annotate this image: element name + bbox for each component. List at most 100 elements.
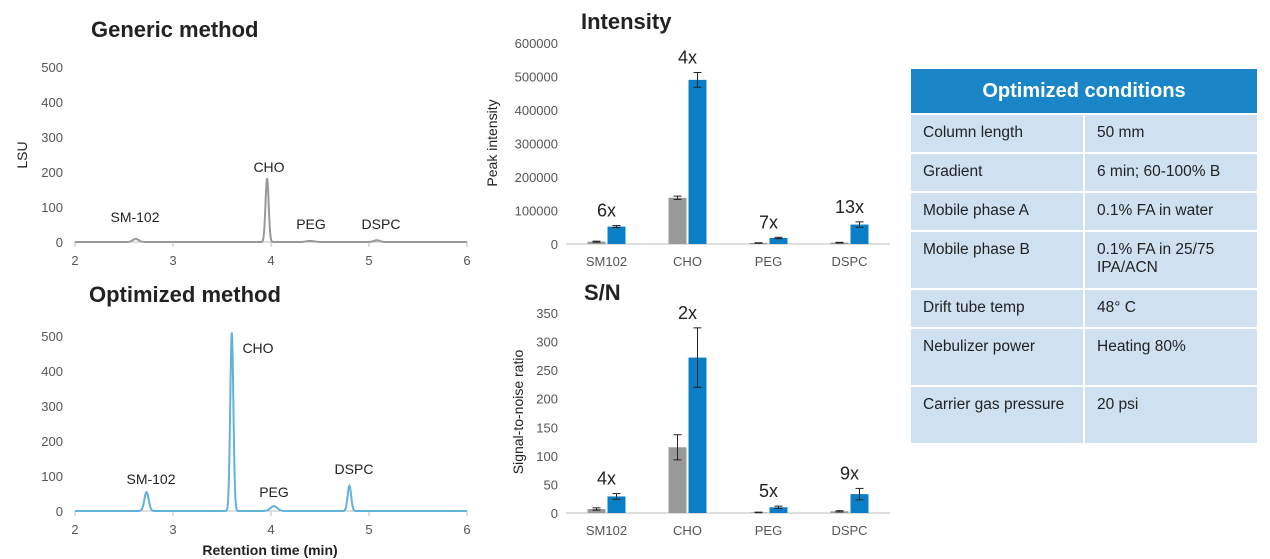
x-tick-label: SM102 bbox=[586, 254, 627, 269]
condition-value: 50 mm bbox=[1084, 114, 1257, 154]
peak-label: PEG bbox=[296, 216, 326, 232]
x-tick-label: 5 bbox=[365, 253, 372, 268]
condition-name: Carrier gas pressure bbox=[911, 386, 1085, 445]
y-tick-label: 500 bbox=[41, 329, 63, 344]
x-tick-label: 6 bbox=[463, 253, 470, 268]
y-tick-label: 350 bbox=[536, 306, 558, 321]
fold-change-label: 9x bbox=[840, 463, 859, 483]
peak-label: CHO bbox=[242, 340, 273, 356]
y-tick-label: 150 bbox=[536, 420, 558, 435]
fold-change-label: 5x bbox=[759, 481, 778, 501]
y-tick-label: 0 bbox=[551, 506, 558, 521]
bar bbox=[688, 357, 707, 513]
x-tick-label: 5 bbox=[365, 522, 372, 537]
condition-value: 0.1% FA in 25/75 IPA/ACN bbox=[1084, 231, 1257, 290]
bar bbox=[668, 447, 687, 513]
bar bbox=[607, 226, 626, 244]
condition-value: 20 psi bbox=[1084, 386, 1257, 445]
peak-label: SM-102 bbox=[126, 471, 175, 487]
condition-name: Gradient bbox=[911, 153, 1085, 193]
y-tick-label: 300000 bbox=[515, 137, 558, 152]
y-axis-label: Signal-to-noise ratio bbox=[510, 350, 526, 475]
y-tick-label: 400000 bbox=[515, 103, 558, 118]
x-tick-label: 4 bbox=[267, 522, 274, 537]
x-tick-label: PEG bbox=[755, 254, 782, 269]
condition-name: Mobile phase A bbox=[911, 192, 1085, 232]
bar bbox=[607, 496, 626, 513]
bar bbox=[668, 197, 687, 244]
chart-intensity: Intensity Peak intensity 0 100000 200000 30… bbox=[484, 9, 890, 269]
bar bbox=[769, 237, 788, 244]
table-header-row: Optimized conditions bbox=[911, 69, 1257, 115]
table-row: Column length 50 mm bbox=[911, 114, 1257, 154]
bar bbox=[850, 494, 869, 513]
y-tick-label: 500000 bbox=[515, 70, 558, 85]
table-row: Mobile phase A 0.1% FA in water bbox=[911, 192, 1257, 232]
y-axis-label: LSU bbox=[14, 141, 30, 168]
condition-value: 6 min; 60-100% B bbox=[1084, 153, 1257, 193]
y-tick-label: 400 bbox=[41, 95, 63, 110]
x-tick-label: 3 bbox=[169, 253, 176, 268]
chromatogram-trace bbox=[75, 178, 467, 243]
y-tick-label: 200000 bbox=[515, 170, 558, 185]
x-tick-label: 3 bbox=[169, 522, 176, 537]
y-tick-label: 100 bbox=[41, 200, 63, 215]
fold-change-label: 4x bbox=[678, 47, 697, 67]
condition-name: Drift tube temp bbox=[911, 289, 1085, 329]
y-tick-label: 250 bbox=[536, 363, 558, 378]
condition-name: Mobile phase B bbox=[911, 231, 1085, 290]
x-tick-label: CHO bbox=[673, 254, 702, 269]
chromatogram-trace bbox=[75, 332, 467, 512]
bar bbox=[850, 224, 869, 244]
y-tick-label: 100000 bbox=[515, 204, 558, 219]
bar bbox=[587, 509, 606, 513]
peak-label: DSPC bbox=[362, 216, 401, 232]
x-tick-label: 4 bbox=[267, 253, 274, 268]
y-tick-label: 300 bbox=[41, 399, 63, 414]
y-tick-label: 50 bbox=[544, 477, 558, 492]
fold-change-label: 6x bbox=[597, 201, 616, 221]
y-tick-label: 200 bbox=[536, 392, 558, 407]
x-tick-label: 2 bbox=[71, 253, 78, 268]
fold-change-label: 4x bbox=[597, 469, 616, 489]
table-title: Optimized conditions bbox=[911, 69, 1257, 115]
table-row: Carrier gas pressure 20 psi bbox=[911, 386, 1257, 445]
fold-change-label: 2x bbox=[678, 303, 697, 323]
x-tick-label: CHO bbox=[673, 523, 702, 538]
x-axis-label: Retention time (min) bbox=[202, 542, 337, 558]
y-tick-label: 400 bbox=[41, 364, 63, 379]
bar bbox=[587, 241, 606, 244]
peak-label: PEG bbox=[259, 484, 289, 500]
table-row: Gradient 6 min; 60-100% B bbox=[911, 153, 1257, 193]
x-tick-label: 2 bbox=[71, 522, 78, 537]
peak-label: SM-102 bbox=[110, 209, 159, 225]
y-tick-label: 0 bbox=[56, 504, 63, 519]
y-tick-label: 0 bbox=[56, 235, 63, 250]
y-axis-label: Peak intensity bbox=[484, 99, 500, 186]
table-row: Drift tube temp 48° C bbox=[911, 289, 1257, 329]
condition-value: 48° C bbox=[1084, 289, 1257, 329]
chart-generic: Generic method LSU 0 100 200 300 400 500 2 3 4 5… bbox=[14, 17, 471, 268]
chart-sn: S/N Signal-to-noise ratio 0 50 100 150 200 25… bbox=[510, 280, 890, 538]
x-tick-label: PEG bbox=[755, 523, 782, 538]
peak-label: DSPC bbox=[335, 461, 374, 477]
fold-change-label: 7x bbox=[759, 212, 778, 232]
condition-value: Heating 80% bbox=[1084, 328, 1257, 387]
peak-label: CHO bbox=[253, 159, 284, 175]
y-tick-label: 600000 bbox=[515, 36, 558, 51]
chart-title: S/N bbox=[584, 280, 621, 305]
condition-name: Nebulizer power bbox=[911, 328, 1085, 387]
x-tick-label: DSPC bbox=[831, 523, 867, 538]
y-tick-label: 200 bbox=[41, 434, 63, 449]
bar bbox=[688, 79, 707, 244]
y-tick-label: 0 bbox=[551, 237, 558, 252]
x-tick-label: SM102 bbox=[586, 523, 627, 538]
y-tick-label: 100 bbox=[41, 469, 63, 484]
chart-title: Intensity bbox=[581, 9, 672, 34]
x-tick-label: 6 bbox=[463, 522, 470, 537]
condition-value: 0.1% FA in water bbox=[1084, 192, 1257, 232]
condition-name: Column length bbox=[911, 114, 1085, 154]
table-row: Mobile phase B 0.1% FA in 25/75 IPA/ACN bbox=[911, 231, 1257, 290]
